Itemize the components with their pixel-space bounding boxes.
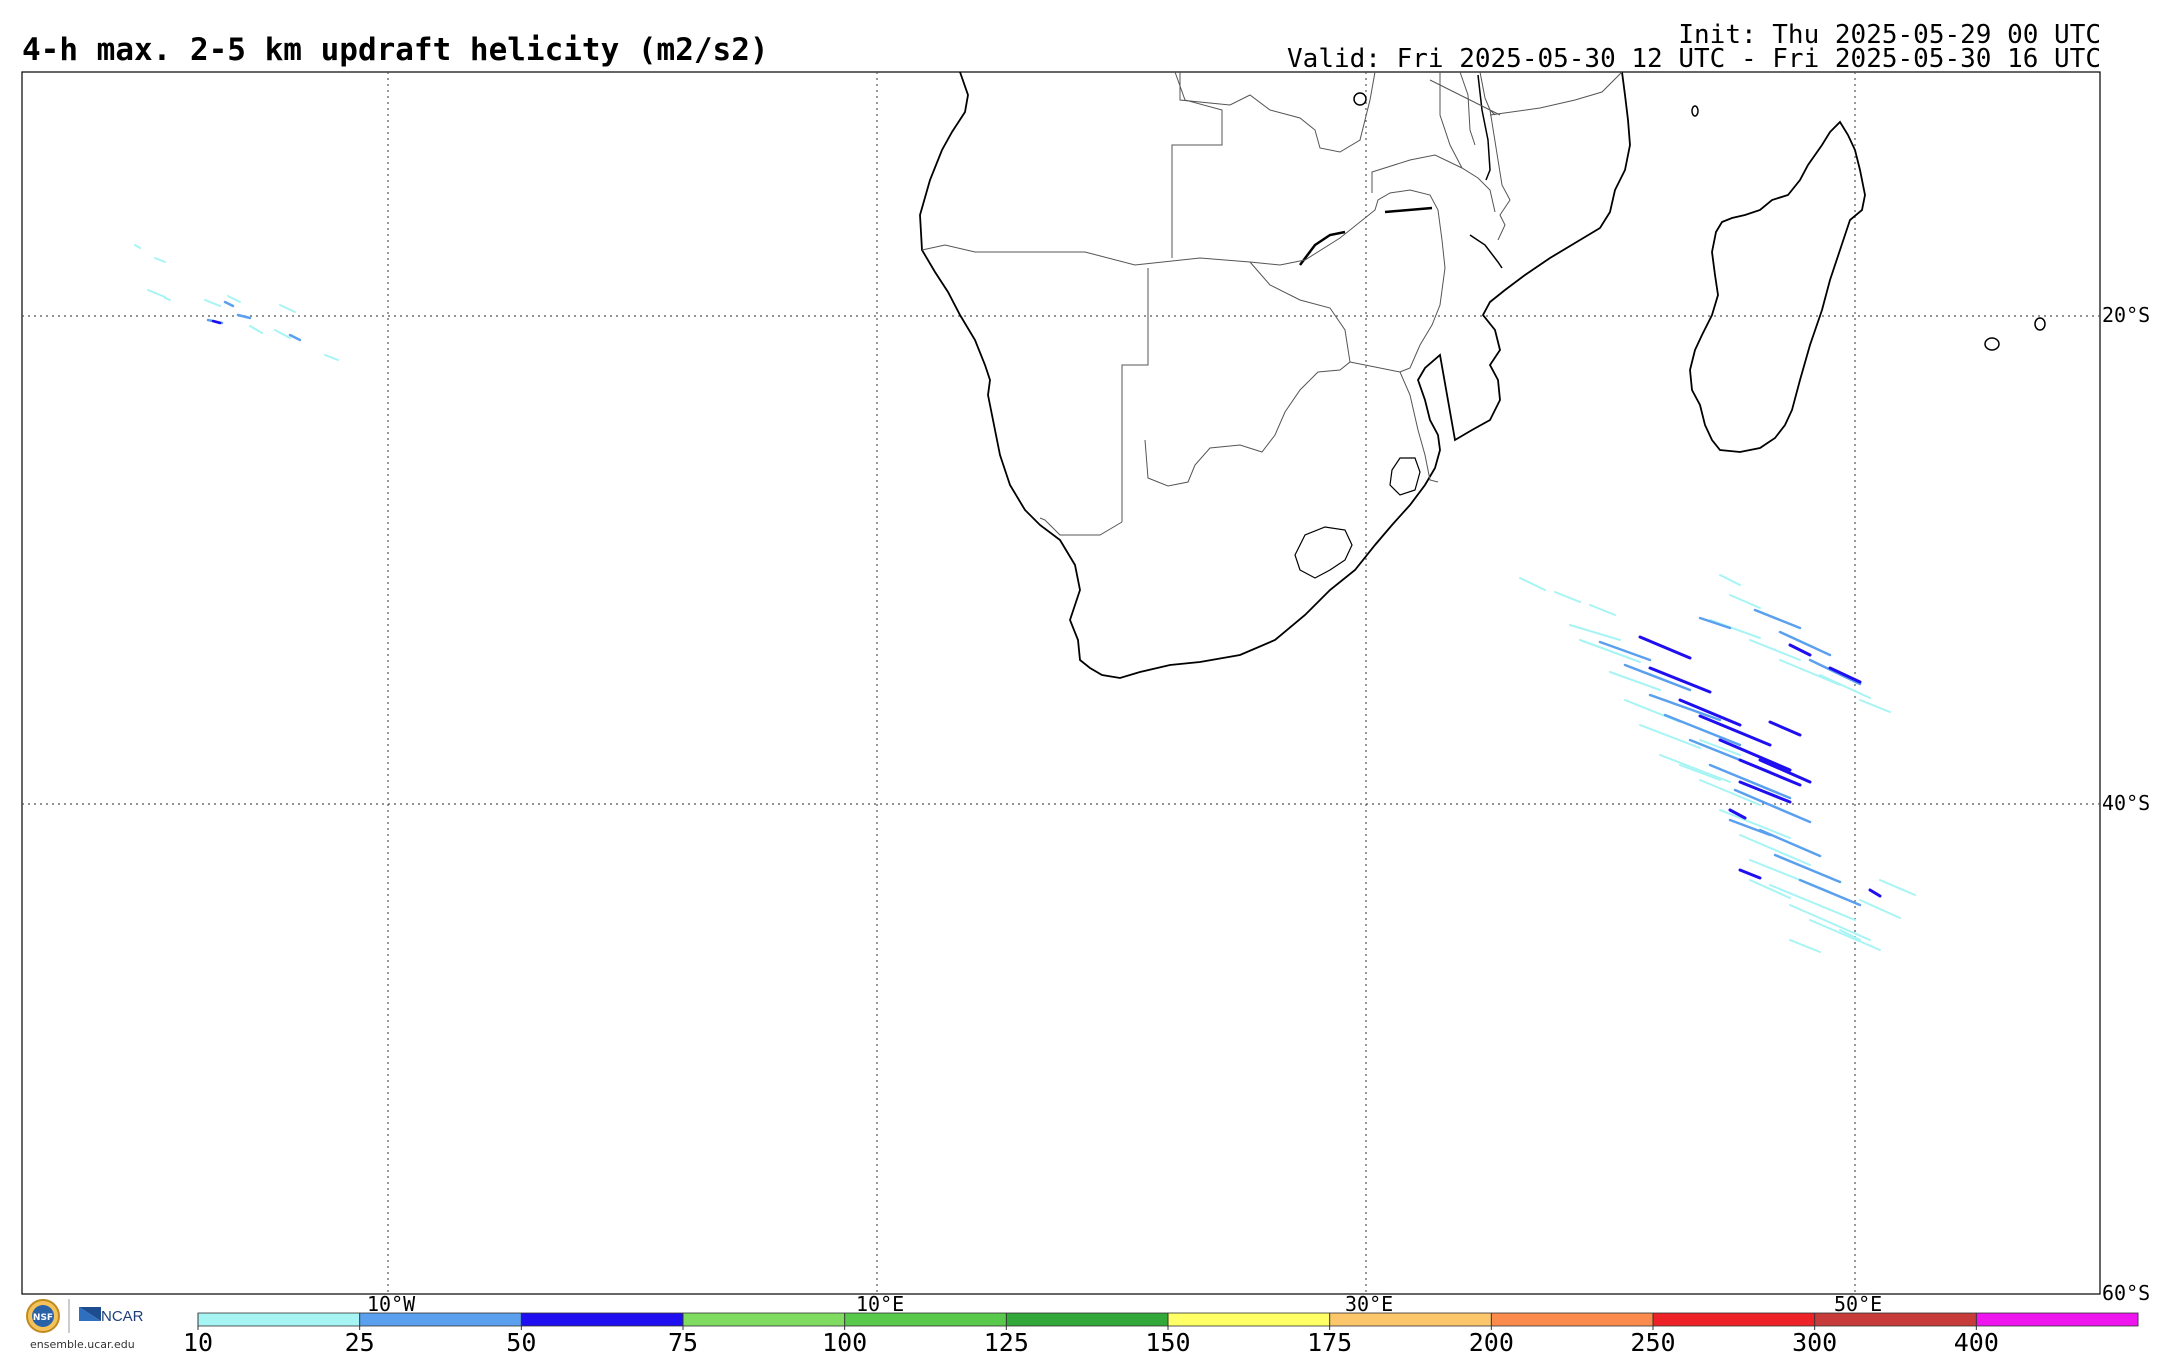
eswatini-border — [1389, 457, 1421, 496]
svg-text:NSF: NSF — [33, 1313, 53, 1323]
colorbar-tick-label: 200 — [1468, 1328, 1514, 1357]
map-title: 4-h max. 2-5 km updraft helicity (m2/s2) — [22, 32, 769, 68]
colorbar — [197, 1312, 2139, 1330]
colorbar-tick-label: 150 — [1145, 1328, 1191, 1357]
lon-label-10w: 10°W — [367, 1292, 416, 1316]
ncar-logo-icon: NCAR — [79, 1307, 144, 1325]
helicity-swath-east — [1519, 574, 1916, 953]
lake-bangweulu — [1353, 92, 1367, 106]
country-borders — [921, 71, 1623, 536]
init-time: Init: Thu 2025-05-29 00 UTC — [1678, 20, 2101, 50]
lon-label-50e: 50°E — [1834, 1292, 1883, 1316]
valid-time: Valid: Fri 2025-05-30 12 UTC - Fri 2025-… — [1287, 44, 2101, 74]
colorbar-swatch — [359, 1313, 522, 1326]
colorbar-swatch — [1491, 1313, 1654, 1326]
colorbar-swatch — [521, 1313, 684, 1326]
lon-label-10e: 10°E — [856, 1292, 905, 1316]
comoros-island — [1691, 105, 1699, 117]
colorbar-swatch — [1168, 1313, 1331, 1326]
colorbar-tick-label: 10 — [182, 1328, 214, 1357]
colorbar-tick-label: 175 — [1307, 1328, 1353, 1357]
logo-url: ensemble.ucar.edu — [30, 1338, 135, 1351]
colorbar-swatch — [198, 1313, 361, 1326]
lat-label-20s: 20°S — [2102, 303, 2151, 327]
colorbar-tick-label: 100 — [822, 1328, 868, 1357]
colorbar-swatch — [1329, 1313, 1492, 1326]
zambezi-delta — [1469, 234, 1503, 269]
colorbar-tick-label: 250 — [1630, 1328, 1676, 1357]
colorbar-tick-label: 50 — [506, 1328, 537, 1357]
logo-area: NSF NCAR — [22, 1295, 162, 1355]
colorbar-tick-label: 125 — [983, 1328, 1029, 1357]
lon-label-30e: 30°E — [1345, 1292, 1394, 1316]
map-frame — [21, 71, 2101, 1295]
colorbar-swatch — [844, 1313, 1007, 1326]
svg-text:NCAR: NCAR — [101, 1308, 144, 1325]
colorbar-tick-label: 25 — [344, 1328, 375, 1357]
africa-coastline — [919, 71, 1631, 679]
lat-label-40s: 40°S — [2102, 791, 2151, 815]
colorbar-tick-label: 300 — [1792, 1328, 1838, 1357]
colorbar-swatch — [1976, 1313, 2139, 1326]
nsf-logo-icon: NSF — [26, 1299, 60, 1333]
colorbar-tick-label: 400 — [1953, 1328, 1999, 1357]
lat-label-60s: 60°S — [2102, 1281, 2151, 1305]
colorbar-swatch — [683, 1313, 846, 1326]
colorbar-swatch — [1006, 1313, 1169, 1326]
graticule — [22, 72, 2100, 1294]
lesotho-border — [1294, 526, 1353, 579]
helicity-swath-west — [134, 244, 339, 361]
reunion-island — [1984, 337, 2000, 351]
madagascar-coastline — [1689, 120, 1866, 453]
colorbar-tick-label: 75 — [667, 1328, 699, 1357]
colorbar-swatch — [1653, 1313, 1816, 1326]
colorbar-swatch — [1814, 1313, 1977, 1326]
cahora-bassa — [1384, 206, 1433, 214]
lake-kariba — [1299, 230, 1346, 266]
lake-malawi — [1477, 74, 1491, 181]
mauritius-island — [2034, 317, 2046, 331]
